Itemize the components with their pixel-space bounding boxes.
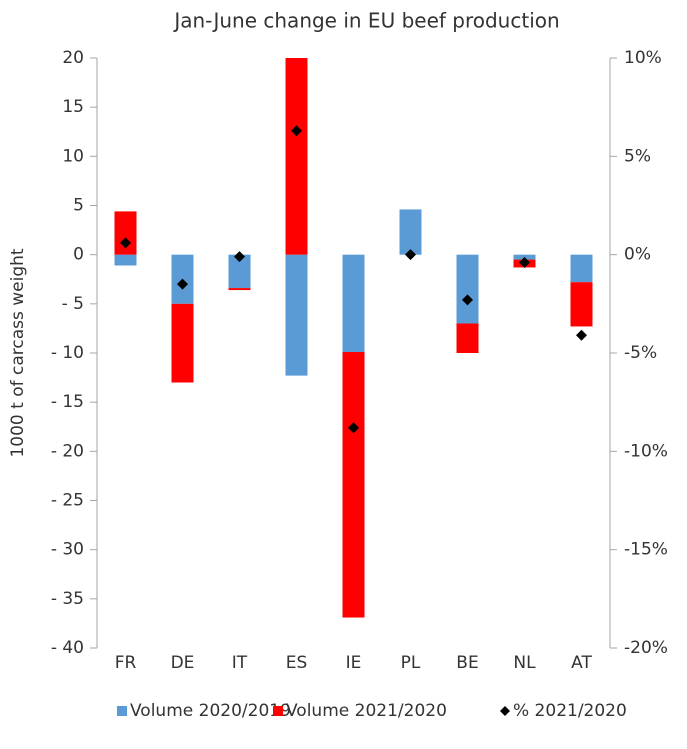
y2-tick-label: -20% [624,638,668,658]
bar-segment [342,254,365,353]
chart-title: Jan-June change in EU beef production [172,9,559,33]
x-tick-label: NL [513,653,536,673]
y2-tick-label: -10% [624,441,668,461]
y-tick-label: - 25 [51,491,84,511]
y-tick-label: - 40 [51,638,84,658]
y2-tick-label: 10% [624,48,662,68]
legend-label: Volume 2020/2019 [130,701,291,721]
x-tick-label: DE [171,653,195,673]
y2-tick-label: 0% [624,245,651,265]
x-tick-label: AT [571,653,592,673]
y2-tick-label: -15% [624,540,668,560]
y-tick-label: - 10 [51,343,84,363]
y-tick-label: - 20 [51,441,84,461]
diamond-marker [291,125,302,137]
legend-marker [500,706,510,716]
bar-segment [456,254,479,324]
legend-marker [117,706,127,716]
y-tick-label: 10 [62,146,84,166]
y-tick-label: 15 [62,97,84,117]
y-tick-label: - 5 [62,294,84,314]
diamond-marker [462,294,473,306]
diamond-marker [177,278,188,290]
diamond-marker [576,329,587,341]
y-axis-label: 1000 t of carcass weight [8,248,28,457]
diamond-marker [120,237,131,249]
diamond-marker [405,249,416,261]
x-tick-label: FR [115,653,137,673]
legend-label: % 2021/2020 [513,701,627,721]
bar-segment [456,323,479,353]
bar-segment [285,254,308,376]
y-tick-label: 0 [73,245,84,265]
bar-segment [171,303,194,383]
bar-segment [228,254,251,289]
x-tick-label: ES [286,653,308,673]
y-tick-label: 5 [73,196,84,216]
legend-marker [273,706,283,716]
x-tick-label: PL [401,653,421,673]
bar-segment [570,282,593,327]
y-tick-label: - 15 [51,392,84,412]
bar-segment [399,209,422,255]
bar-segment [114,254,137,266]
diamond-marker [348,422,359,434]
x-tick-label: IT [232,653,248,673]
bar-segment [285,58,308,255]
y2-tick-label: -5% [624,343,657,363]
y2-tick-label: 5% [624,146,651,166]
bar-segment [570,254,593,283]
diamond-marker [234,251,245,263]
y-tick-label: - 30 [51,540,84,560]
bar-segment [228,288,251,291]
bar-segment [342,352,365,618]
x-tick-label: IE [346,653,362,673]
bar-segment [114,211,137,255]
legend-label: Volume 2021/2020 [286,701,447,721]
y-tick-label: 20 [62,48,84,68]
diamond-marker [519,257,530,269]
plot-area [114,58,593,618]
y-tick-label: - 35 [51,589,84,609]
x-tick-label: BE [456,653,478,673]
